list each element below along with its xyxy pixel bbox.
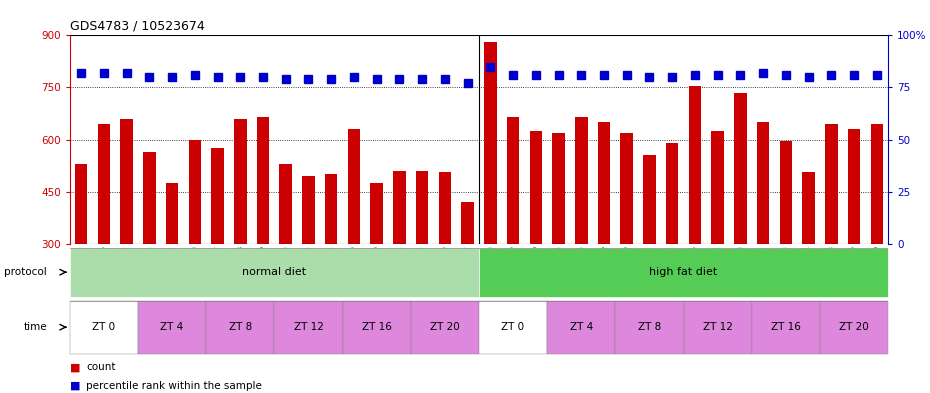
Bar xyxy=(70,301,138,354)
Text: time: time xyxy=(23,322,47,332)
Text: GDS4783 / 10523674: GDS4783 / 10523674 xyxy=(70,20,205,33)
Bar xyxy=(166,183,179,244)
Text: ZT 0: ZT 0 xyxy=(501,322,525,332)
Text: ZT 4: ZT 4 xyxy=(569,322,592,332)
Bar xyxy=(302,176,314,244)
Text: ZT 20: ZT 20 xyxy=(839,322,869,332)
Bar xyxy=(529,131,542,244)
Bar xyxy=(189,140,201,244)
Text: ■: ■ xyxy=(70,362,80,373)
Text: ZT 20: ZT 20 xyxy=(430,322,459,332)
Bar xyxy=(411,301,479,354)
Bar xyxy=(666,143,678,244)
Bar xyxy=(616,301,684,354)
Bar xyxy=(644,155,656,244)
Bar xyxy=(325,174,338,244)
Bar xyxy=(598,122,610,244)
Bar xyxy=(439,173,451,244)
Bar xyxy=(820,301,888,354)
Bar xyxy=(479,248,888,297)
Bar xyxy=(274,301,342,354)
Bar xyxy=(757,122,769,244)
Bar xyxy=(143,152,155,244)
Text: ZT 4: ZT 4 xyxy=(160,322,183,332)
Text: ZT 16: ZT 16 xyxy=(362,322,392,332)
Bar xyxy=(74,164,87,244)
Bar xyxy=(848,129,860,244)
Text: count: count xyxy=(86,362,116,373)
Text: ZT 16: ZT 16 xyxy=(771,322,801,332)
Bar xyxy=(70,248,479,297)
Text: ZT 12: ZT 12 xyxy=(294,322,324,332)
Text: ZT 12: ZT 12 xyxy=(703,322,733,332)
Bar xyxy=(416,171,429,244)
Text: ZT 0: ZT 0 xyxy=(92,322,115,332)
Bar xyxy=(370,183,383,244)
Bar xyxy=(279,164,292,244)
Text: ■: ■ xyxy=(70,381,80,391)
Bar xyxy=(751,301,820,354)
Bar xyxy=(547,301,616,354)
Bar xyxy=(688,86,701,244)
Bar xyxy=(734,93,747,244)
Bar xyxy=(779,141,792,244)
Bar xyxy=(348,129,360,244)
Bar xyxy=(575,117,588,244)
Bar xyxy=(206,301,274,354)
Bar xyxy=(120,119,133,244)
Bar xyxy=(620,132,633,244)
Bar xyxy=(479,301,547,354)
Text: ZT 8: ZT 8 xyxy=(229,322,252,332)
Text: normal diet: normal diet xyxy=(243,267,306,277)
Text: protocol: protocol xyxy=(5,267,47,277)
Bar xyxy=(484,42,497,244)
Bar xyxy=(552,132,565,244)
Bar xyxy=(461,202,473,244)
Text: ZT 8: ZT 8 xyxy=(638,322,661,332)
Bar xyxy=(211,148,224,244)
Bar xyxy=(342,301,411,354)
Bar xyxy=(393,171,405,244)
Bar xyxy=(234,119,246,244)
Bar xyxy=(98,124,110,244)
Bar xyxy=(870,124,883,244)
Bar xyxy=(825,124,838,244)
Bar xyxy=(257,117,269,244)
Bar xyxy=(803,173,815,244)
Text: percentile rank within the sample: percentile rank within the sample xyxy=(86,381,262,391)
Bar xyxy=(684,301,751,354)
Bar xyxy=(711,131,724,244)
Bar xyxy=(507,117,519,244)
Bar xyxy=(138,301,206,354)
Text: high fat diet: high fat diet xyxy=(649,267,718,277)
